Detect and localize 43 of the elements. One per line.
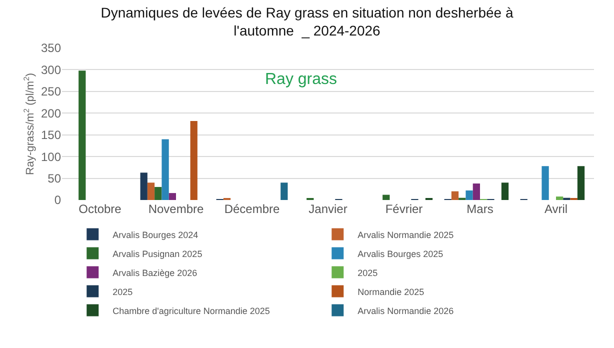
legend-label: Arvalis Normandie 2025: [358, 230, 454, 240]
bar: [162, 139, 169, 200]
legend-label: Arvalis Normandie 2026: [358, 306, 454, 316]
y-tick-label: 0: [54, 193, 62, 208]
y-tick-label: 50: [48, 171, 62, 186]
bar: [577, 166, 585, 200]
bar: [147, 182, 155, 200]
x-tick-label: Mars: [466, 202, 494, 216]
bar: [280, 182, 288, 200]
legend-label: Arvalis Baziège 2026: [112, 268, 198, 278]
bar: [168, 193, 176, 200]
bar: [382, 194, 390, 200]
annotation: Ray grass: [265, 71, 338, 88]
x-tick-label: Janvier: [308, 202, 348, 216]
x-tick-label: Février: [385, 202, 423, 216]
legend-label: Arvalis Pusignan 2025: [112, 248, 202, 259]
y-tick-label: 150: [40, 128, 62, 142]
bar: [466, 190, 473, 200]
legend-label: 2025: [358, 268, 378, 278]
x-tick-label: Avril: [544, 202, 568, 216]
bar: [190, 120, 198, 200]
y-tick-label: 200: [40, 106, 62, 120]
legend-label: 2025: [112, 286, 133, 297]
legend-label: Arvalis Bourges 2025: [358, 248, 444, 259]
chart-title: Dynamiques de levées de Ray grass en situation non desherbée à l'automne _ 2024-2026: [100, 4, 514, 39]
bar: [140, 172, 148, 200]
legend-label: Arvalis Bourges 2024: [112, 230, 198, 240]
bar: [556, 196, 564, 200]
bar: [472, 184, 480, 200]
x-tick-label: Octobre: [78, 202, 122, 216]
bar: [154, 186, 162, 200]
bar: [501, 182, 509, 200]
x-tick-label: Décembre: [224, 202, 280, 216]
bar: [542, 166, 549, 200]
bar: [78, 70, 86, 200]
y-tick-label: 250: [40, 84, 62, 99]
legend-label: Normandie 2025: [358, 286, 424, 297]
y-tick-label: 300: [40, 62, 62, 77]
legend-label: Chambre d'agriculture Normandie 2025: [112, 306, 270, 316]
x-tick-label: Novembre: [148, 202, 204, 216]
y-tick-label: 350: [40, 41, 62, 56]
y-tick-label: 100: [40, 150, 62, 164]
bar: [451, 191, 459, 200]
